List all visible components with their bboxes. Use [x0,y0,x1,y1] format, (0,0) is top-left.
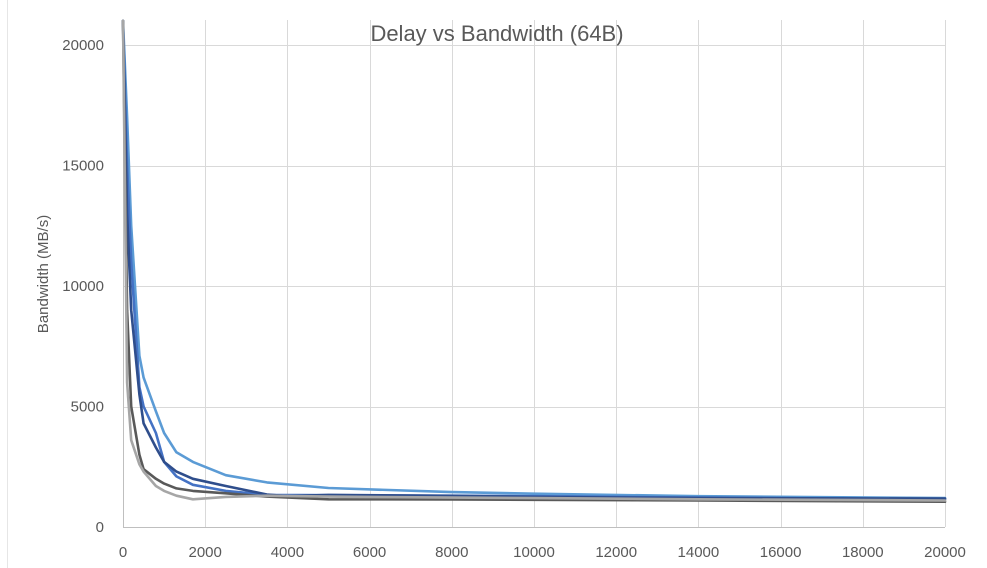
x-tick-label: 14000 [678,544,720,561]
y-tick-label: 5000 [71,399,104,416]
x-tick-label: 10000 [513,544,555,561]
series-lines [121,19,947,504]
series-line-3 [121,19,947,500]
y-tick-label: 0 [96,519,104,536]
y-tick-label: 15000 [62,158,104,175]
gridlines [123,20,946,527]
x-tick-label: 2000 [189,544,222,561]
x-tick-label: 6000 [353,544,386,561]
x-tick-label: 12000 [595,544,637,561]
x-tick-label: 8000 [435,544,468,561]
x-tick-label: 0 [119,544,127,561]
series-line-4 [121,19,947,504]
series-line-1 [121,19,947,500]
y-axis-title: Bandwidth (MB/s) [35,215,52,333]
tick-labels: 0 2000 4000 6000 8000 10000 12000 14000 16000 180… [62,37,966,561]
series-line-5 [121,19,947,502]
chart-title: Delay vs Bandwidth (64B) [370,21,623,46]
y-tick-label: 10000 [62,278,104,295]
x-tick-label: 18000 [842,544,884,561]
x-tick-label: 16000 [760,544,802,561]
x-tick-label: 4000 [271,544,304,561]
y-tick-label: 20000 [62,37,104,54]
x-tick-label: 20000 [924,544,966,561]
